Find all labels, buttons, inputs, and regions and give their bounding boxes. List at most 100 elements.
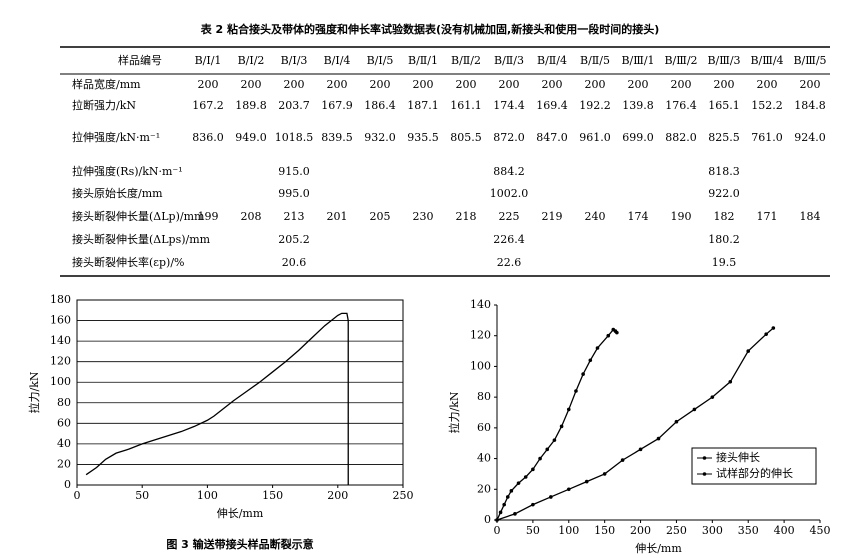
y-tick-label: 80 xyxy=(57,396,71,409)
table-cell: 761.0 xyxy=(751,131,783,144)
table-cell: 872.0 xyxy=(493,131,525,144)
table-cell: 915.0 xyxy=(278,165,310,178)
table-cell: 203.7 xyxy=(278,99,310,112)
table-cell: 995.0 xyxy=(278,187,310,200)
x-axis-label: 伸长/mm xyxy=(635,542,682,555)
plot-frame xyxy=(76,299,404,486)
table-cell: 165.1 xyxy=(708,99,740,112)
table-cell: 200 xyxy=(671,78,692,91)
table-header-cell: B/I/1 xyxy=(195,54,222,67)
row-label: 接头原始长度/mm xyxy=(72,186,163,200)
legend-label: 接头伸长 xyxy=(716,451,760,464)
x-tick-label: 0 xyxy=(74,489,81,502)
table-header-cell: B/Ⅲ/2 xyxy=(664,54,697,67)
legend-marker xyxy=(702,456,707,460)
table-cell: 200 xyxy=(542,78,563,91)
table-cell: 226.4 xyxy=(493,233,525,246)
table-cell: 167.9 xyxy=(321,99,353,112)
table-cell: 932.0 xyxy=(364,131,396,144)
y-tick-label: 20 xyxy=(57,457,71,470)
table-cell: 139.8 xyxy=(622,99,654,112)
data-point xyxy=(498,510,503,515)
x-tick-label: 150 xyxy=(594,524,615,537)
y-tick-label: 40 xyxy=(477,452,491,465)
table-cell: 805.5 xyxy=(450,131,482,144)
legend-label: 试样部分的伸长 xyxy=(716,466,793,480)
table-cell: 174 xyxy=(628,210,649,223)
table-cell: 200 xyxy=(370,78,391,91)
data-point xyxy=(584,479,589,484)
table-cell: 169.4 xyxy=(536,99,568,112)
table-cell: 205 xyxy=(370,210,391,223)
table-cell: 922.0 xyxy=(708,187,740,200)
table-cell: 190 xyxy=(671,210,692,223)
table-cell: 219 xyxy=(542,210,563,223)
y-tick-label: 120 xyxy=(50,355,71,368)
table-cell: 161.1 xyxy=(450,99,482,112)
x-tick-label: 50 xyxy=(135,489,149,502)
y-tick-label: 120 xyxy=(470,329,491,342)
table-cell: 200 xyxy=(499,78,520,91)
table-cell: 200 xyxy=(413,78,434,91)
data-point xyxy=(495,518,499,522)
table-cell: 200 xyxy=(198,78,219,91)
table-cell: 184 xyxy=(800,210,821,223)
data-point xyxy=(505,495,510,499)
y-tick-label: 160 xyxy=(50,314,71,327)
table-cell: 201 xyxy=(327,210,348,223)
table-cell: 208 xyxy=(241,210,262,223)
table-cell: 200 xyxy=(800,78,821,91)
y-tick-label: 0 xyxy=(64,478,71,491)
data-point xyxy=(595,346,600,350)
data-point xyxy=(771,326,776,330)
table-cell: 180.2 xyxy=(708,233,740,246)
x-tick-label: 100 xyxy=(197,489,218,502)
table-cell: 20.6 xyxy=(282,256,307,269)
table-cell: 176.4 xyxy=(665,99,697,112)
x-tick-label: 200 xyxy=(630,524,651,537)
table-cell: 205.2 xyxy=(278,233,310,246)
data-point xyxy=(549,495,553,499)
y-tick-label: 180 xyxy=(50,293,71,306)
y-tick-label: 140 xyxy=(470,298,491,311)
table-cell: 839.5 xyxy=(321,131,353,144)
table-cell: 171 xyxy=(757,210,778,223)
data-point xyxy=(692,407,697,412)
data-point xyxy=(566,487,571,492)
table-cell: 240 xyxy=(585,210,606,223)
y-tick-label: 0 xyxy=(484,513,491,526)
data-point xyxy=(674,419,679,424)
table-cell: 225 xyxy=(499,210,520,223)
table-cell: 199 xyxy=(198,210,219,223)
y-tick-label: 40 xyxy=(57,437,71,450)
data-point xyxy=(545,447,550,452)
table-cell: 230 xyxy=(413,210,434,223)
data-point xyxy=(531,467,535,472)
data-point xyxy=(513,512,517,516)
data-point xyxy=(538,456,542,461)
row-label: 接头断裂伸长量(ΔLp)/mm xyxy=(72,209,205,223)
table-cell: 182 xyxy=(714,210,735,223)
y-tick-label: 60 xyxy=(57,416,71,429)
row-label: 拉伸强度/kN·m⁻¹ xyxy=(72,130,160,144)
x-tick-label: 250 xyxy=(393,489,414,502)
data-point xyxy=(746,349,751,353)
table-cell: 200 xyxy=(714,78,735,91)
x-tick-label: 200 xyxy=(327,489,348,502)
table-header-cell: B/Ⅱ/2 xyxy=(451,54,481,67)
y-axis-label: 拉力/kN xyxy=(447,391,461,433)
data-point xyxy=(710,395,715,399)
table-cell: 200 xyxy=(585,78,606,91)
data-point xyxy=(728,379,733,384)
data-point xyxy=(552,438,557,442)
data-point xyxy=(523,475,528,479)
legend-marker xyxy=(702,472,707,476)
figure-caption: 图 3 输送带接头样品断裂示意 xyxy=(166,537,313,551)
table-header-cell: B/I/5 xyxy=(367,54,394,67)
data-point xyxy=(638,447,643,452)
x-tick-label: 450 xyxy=(810,524,831,537)
table-cell: 200 xyxy=(284,78,305,91)
data-point xyxy=(620,458,625,462)
x-tick-label: 300 xyxy=(702,524,723,537)
table-cell: 1002.0 xyxy=(490,187,529,200)
